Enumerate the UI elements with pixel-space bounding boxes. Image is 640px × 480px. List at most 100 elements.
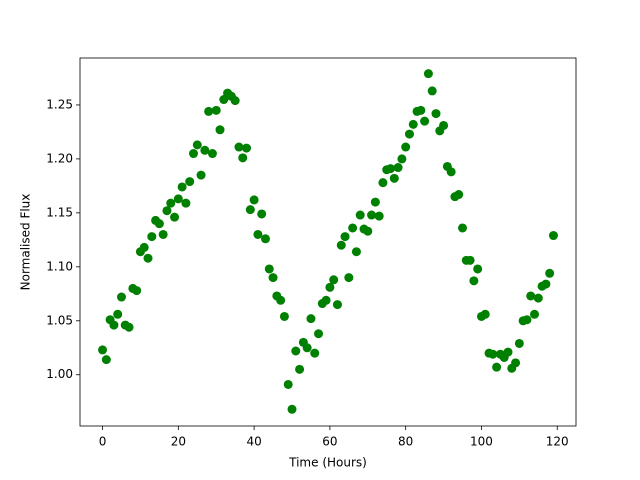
y-axis-label: Normalised Flux xyxy=(19,194,33,291)
data-point xyxy=(132,286,142,296)
data-point xyxy=(192,140,202,150)
data-point xyxy=(336,240,346,250)
data-point xyxy=(185,177,195,187)
data-point xyxy=(378,178,388,188)
data-point xyxy=(533,293,543,303)
data-point xyxy=(431,109,441,119)
data-point xyxy=(348,223,358,233)
data-point xyxy=(204,106,214,116)
data-point xyxy=(389,173,399,183)
data-point xyxy=(446,167,456,177)
data-point xyxy=(367,210,377,220)
data-point xyxy=(177,182,187,192)
data-point xyxy=(344,273,354,283)
y-tick-label: 1.00 xyxy=(46,367,73,381)
data-point xyxy=(427,86,437,96)
data-point xyxy=(139,242,149,252)
data-point xyxy=(211,105,221,115)
data-point xyxy=(170,212,180,222)
data-point xyxy=(325,282,335,292)
data-point xyxy=(408,119,418,129)
data-point xyxy=(526,291,536,301)
data-point xyxy=(511,358,521,368)
data-point xyxy=(374,211,384,221)
data-point xyxy=(306,314,316,324)
x-axis-label: Time (Hours) xyxy=(288,456,367,470)
data-point xyxy=(541,279,551,289)
data-point xyxy=(480,309,490,319)
data-point xyxy=(310,348,320,358)
data-point xyxy=(124,322,134,332)
data-point xyxy=(404,129,414,139)
data-point xyxy=(503,347,513,357)
data-point xyxy=(530,309,540,319)
y-tick-label: 1.15 xyxy=(46,205,73,219)
y-tick-label: 1.10 xyxy=(46,259,73,273)
data-point xyxy=(423,69,433,79)
data-point xyxy=(264,264,274,274)
data-point xyxy=(113,309,123,319)
data-point xyxy=(215,125,225,135)
data-point xyxy=(355,210,365,220)
data-point xyxy=(276,295,286,305)
data-point xyxy=(340,232,350,242)
data-point xyxy=(363,226,373,236)
data-point xyxy=(393,163,403,173)
data-point xyxy=(351,247,361,257)
data-point xyxy=(260,234,270,244)
data-point xyxy=(291,346,301,356)
data-point xyxy=(514,338,524,348)
data-point xyxy=(522,315,532,325)
data-point xyxy=(173,194,183,204)
data-point xyxy=(147,232,157,242)
data-point xyxy=(98,345,108,355)
data-point xyxy=(158,229,168,239)
data-point xyxy=(420,116,430,126)
data-point xyxy=(458,223,468,233)
data-point xyxy=(488,349,498,359)
data-point xyxy=(370,197,380,207)
data-point xyxy=(283,379,293,389)
data-point xyxy=(321,295,331,305)
data-point xyxy=(268,273,278,283)
data-point xyxy=(234,142,244,152)
data-point xyxy=(116,292,126,302)
data-point xyxy=(154,219,164,229)
data-point xyxy=(230,96,240,106)
data-point xyxy=(401,142,411,152)
data-point xyxy=(465,255,475,265)
data-point xyxy=(287,404,297,414)
data-point xyxy=(332,300,342,310)
y-tick-label: 1.20 xyxy=(46,151,73,165)
data-point xyxy=(257,209,267,219)
data-point xyxy=(101,355,111,365)
x-tick-label: 100 xyxy=(470,435,493,449)
data-point xyxy=(314,329,324,339)
x-tick-label: 0 xyxy=(99,435,107,449)
data-point xyxy=(162,206,172,216)
data-point xyxy=(469,276,479,286)
data-point xyxy=(416,105,426,115)
data-point xyxy=(109,320,119,330)
data-point xyxy=(439,120,449,130)
x-tick-label: 60 xyxy=(322,435,337,449)
data-point xyxy=(454,190,464,200)
data-point xyxy=(279,311,289,321)
data-point xyxy=(302,343,312,353)
data-point xyxy=(473,264,483,274)
y-tick-label: 1.25 xyxy=(46,97,73,111)
x-tick-label: 40 xyxy=(246,435,261,449)
x-tick-label: 20 xyxy=(171,435,186,449)
data-point xyxy=(386,164,396,174)
plot-frame xyxy=(79,57,577,427)
data-point xyxy=(397,154,407,164)
data-point xyxy=(196,170,206,180)
data-point xyxy=(200,145,210,155)
data-point xyxy=(238,153,248,163)
x-tick-label: 80 xyxy=(398,435,413,449)
data-point xyxy=(329,275,339,285)
data-point xyxy=(253,229,263,239)
